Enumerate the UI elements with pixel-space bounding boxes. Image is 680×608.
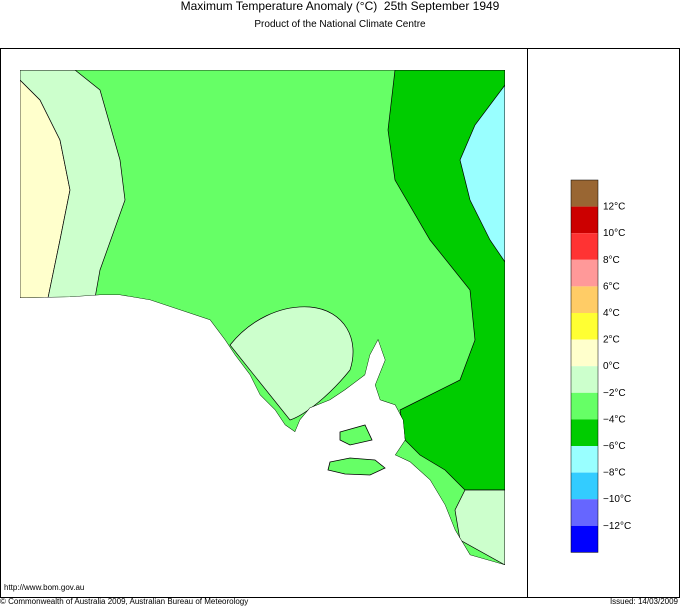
legend-swatch xyxy=(571,206,598,234)
issued: Issued: 14/03/2009 xyxy=(610,597,679,606)
legend-swatch xyxy=(571,233,598,260)
url: http://www.bom.gov.au xyxy=(4,583,84,592)
legend-swatch xyxy=(571,366,598,393)
legend-swatch xyxy=(571,313,598,340)
legend-label: 4°C xyxy=(603,308,620,319)
legend: 12°C 10°C 8°C 6°C 4°C 2°C 0°C −2°C −4°C −6°C −8°C −… xyxy=(570,179,631,553)
legend-label: 8°C xyxy=(603,255,620,266)
legend-swatch xyxy=(571,525,598,553)
legend-label: −6°C xyxy=(603,441,626,452)
legend-swatch xyxy=(571,419,598,446)
map xyxy=(20,70,505,565)
legend-label: 0°C xyxy=(603,361,620,372)
legend-swatch xyxy=(571,499,598,526)
legend-label: −2°C xyxy=(603,388,626,399)
legend-swatch xyxy=(571,259,598,287)
legend-swatch xyxy=(571,180,598,207)
legend-label: −10°C xyxy=(603,494,631,505)
subtitle: Product of the National Climate Centre xyxy=(254,19,426,30)
legend-label: 10°C xyxy=(603,228,625,239)
title: Maximum Temperature Anomaly (°C) 25th Se… xyxy=(181,0,500,13)
legend-label: −8°C xyxy=(603,468,626,479)
legend-swatch xyxy=(571,392,598,420)
legend-label: −4°C xyxy=(603,414,626,425)
legend-label: −12°C xyxy=(603,521,631,532)
legend-swatch xyxy=(571,286,598,313)
legend-border xyxy=(570,179,599,553)
legend-label: 12°C xyxy=(603,202,625,213)
legend-swatch xyxy=(571,339,598,367)
legend-label: 6°C xyxy=(603,281,620,292)
legend-swatch xyxy=(571,446,598,473)
legend-swatch xyxy=(571,472,598,500)
copyright: © Commonwealth of Australia 2009, Austra… xyxy=(0,597,248,606)
legend-label: 2°C xyxy=(603,335,620,346)
